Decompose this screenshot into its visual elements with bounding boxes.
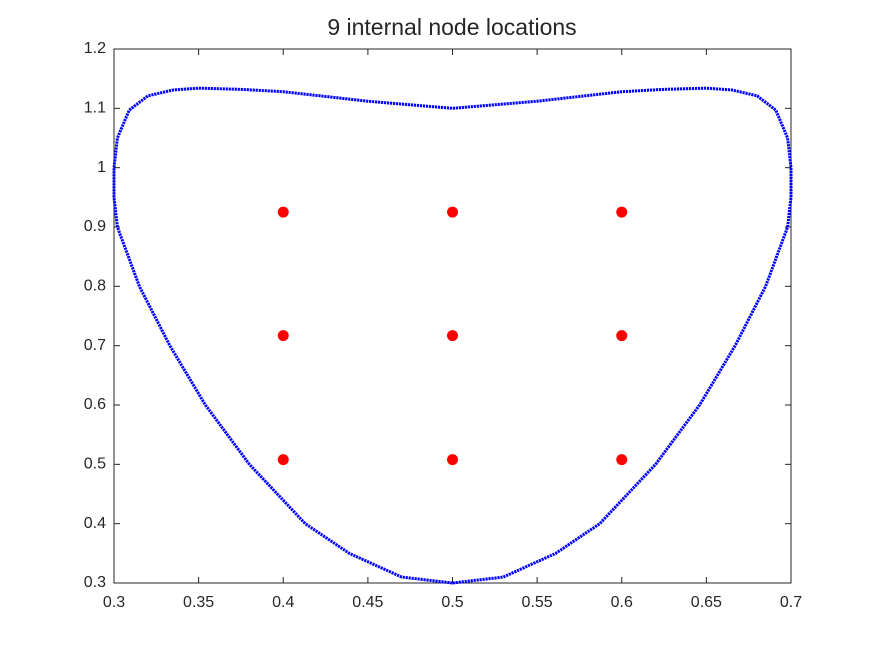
node-point [277, 454, 289, 466]
x-tick-label: 0.45 [352, 594, 383, 611]
y-tick-label: 0.9 [84, 218, 106, 235]
y-tick-label: 0.8 [84, 278, 106, 295]
node-point [277, 206, 289, 218]
chart-title: 9 internal node locations [327, 14, 576, 40]
node-point [616, 330, 628, 342]
y-tick-label: 0.4 [84, 515, 106, 532]
y-tick-label: 0.6 [84, 396, 106, 413]
x-tick-label: 0.3 [103, 594, 125, 611]
y-tick-label: 1.1 [84, 100, 106, 117]
node-point [447, 330, 458, 342]
x-tick-label: 0.6 [611, 594, 633, 611]
y-tick-label: 1 [97, 159, 106, 176]
x-tick-label: 0.4 [272, 594, 294, 611]
x-tick-label: 0.55 [522, 594, 553, 611]
x-tick-label: 0.65 [691, 594, 722, 611]
x-tick-label: 0.7 [780, 594, 802, 611]
y-tick-label: 1.2 [84, 40, 106, 57]
node-point [277, 330, 289, 342]
boundary-curve [112, 86, 793, 585]
y-tick-label: 0.7 [84, 337, 106, 354]
x-tick-label: 0.5 [441, 594, 463, 611]
node-point [447, 206, 458, 218]
node-point [447, 454, 458, 466]
x-tick-label: 0.35 [183, 594, 214, 611]
node-point [616, 206, 628, 218]
y-tick-label: 0.5 [84, 456, 106, 473]
y-tick-label: 0.3 [84, 574, 106, 591]
node-point [616, 454, 628, 466]
